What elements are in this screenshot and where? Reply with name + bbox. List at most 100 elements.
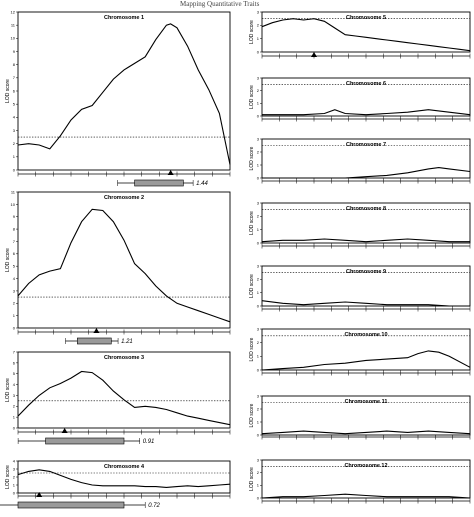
y-axis-label: LOD score [249, 20, 255, 44]
panel-title: Chromosome 11 [345, 399, 388, 405]
lod-curve [262, 109, 471, 116]
y-tick-label: 10 [11, 202, 16, 207]
y-tick-label: 6 [13, 360, 16, 365]
ci-label: 0.72 [148, 503, 160, 509]
y-axis-label: LOD score [249, 337, 255, 361]
y-tick-label: 1 [13, 415, 16, 420]
y-tick-label: 1 [257, 227, 260, 232]
ci-box [17, 501, 125, 509]
y-tick-label: 0 [257, 303, 260, 308]
y-tick-label: 8 [13, 62, 16, 67]
y-tick-label: 7 [13, 239, 16, 244]
peak-marker [93, 328, 100, 333]
y-tick-label: 4 [13, 276, 16, 281]
plot-frame [261, 11, 471, 53]
y-axis-label: LOD score [249, 85, 255, 109]
y-tick-label: 0 [257, 367, 260, 372]
y-tick-label: 2 [257, 277, 260, 282]
y-tick-label: 0 [257, 113, 260, 118]
y-tick-label: 1 [257, 483, 260, 488]
panel-title: Chromosome 1 [104, 15, 144, 21]
panel-title: Chromosome 4 [104, 464, 145, 470]
y-tick-label: 11 [11, 189, 16, 194]
y-tick-label: 0 [257, 495, 260, 500]
y-tick-label: 2 [13, 404, 16, 409]
y-tick-label: 0 [13, 167, 16, 172]
y-tick-label: 1 [13, 482, 16, 487]
y-tick-label: 0 [257, 175, 260, 180]
y-tick-label: 3 [13, 288, 16, 293]
peak-marker [36, 492, 43, 497]
ci-label: 1.21 [121, 339, 133, 345]
panel-title: Chromosome 5 [346, 15, 386, 21]
peak-marker [61, 428, 68, 433]
y-tick-label: 0 [13, 425, 16, 430]
y-tick-label: 3 [13, 393, 16, 398]
y-tick-label: 4 [13, 382, 16, 387]
peak-marker [311, 52, 317, 57]
y-tick-label: 2 [13, 474, 16, 479]
y-tick-label: 8 [13, 226, 16, 231]
lod-curve [261, 350, 471, 371]
y-tick-label: 4 [13, 458, 16, 463]
y-tick-label: 3 [257, 326, 260, 331]
y-axis-label: LOD score [249, 467, 255, 491]
panel-title: Chromosome 2 [104, 195, 144, 201]
plot-frame [261, 77, 471, 117]
lod-curve [17, 469, 231, 488]
plot-frame [17, 351, 231, 429]
chromosome-panel: Chromosome 2 LOD score 0 1 2 3 4 5 6 7 8 9 10 11 1.21 [5, 189, 231, 345]
lod-curve [17, 208, 231, 323]
peak-marker [167, 170, 174, 175]
ci-label: 0.91 [143, 439, 155, 445]
y-tick-label: 2 [257, 23, 260, 28]
y-tick-label: 10 [11, 36, 16, 41]
y-tick-label: 3 [257, 75, 260, 80]
panel-title: Chromosome 3 [104, 355, 144, 361]
lod-curve [261, 18, 471, 52]
y-tick-label: 3 [257, 136, 260, 141]
y-tick-label: 1 [257, 354, 260, 359]
y-tick-label: 3 [257, 263, 260, 268]
y-tick-label: 2 [257, 149, 260, 154]
y-tick-label: 3 [13, 128, 16, 133]
ci-box [77, 337, 112, 345]
panel-title: Chromosome 10 [344, 332, 387, 338]
y-tick-label: 2 [257, 88, 260, 93]
plot-frame [17, 191, 231, 329]
y-axis-label: LOD score [5, 378, 11, 402]
y-tick-label: 7 [13, 75, 16, 80]
y-axis-label: LOD score [249, 403, 255, 427]
y-tick-label: 3 [257, 457, 260, 462]
y-tick-label: 2 [13, 141, 16, 146]
y-tick-label: 5 [13, 264, 16, 269]
chromosome-panel: Chromosome 10 LOD score 0 1 2 3 [249, 326, 471, 376]
panel-title: Chromosome 7 [346, 142, 386, 148]
y-tick-label: 0 [13, 490, 16, 495]
y-tick-label: 1 [13, 313, 16, 318]
plot-frame [261, 459, 471, 499]
y-tick-label: 1 [257, 162, 260, 167]
y-axis-label: LOD score [5, 79, 11, 103]
y-tick-label: 7 [13, 349, 16, 354]
y-tick-label: 3 [13, 466, 16, 471]
lod-curve [17, 370, 231, 426]
y-tick-label: 1 [257, 101, 260, 106]
y-axis-label: LOD score [5, 465, 11, 489]
y-axis-label: LOD score [249, 211, 255, 235]
y-tick-label: 1 [13, 154, 16, 159]
plot-frame [261, 265, 471, 307]
y-tick-label: 4 [13, 115, 16, 120]
plot-frame [261, 202, 471, 244]
y-tick-label: 11 [11, 23, 16, 28]
y-tick-label: 9 [13, 49, 16, 54]
y-tick-label: 0 [257, 240, 260, 245]
